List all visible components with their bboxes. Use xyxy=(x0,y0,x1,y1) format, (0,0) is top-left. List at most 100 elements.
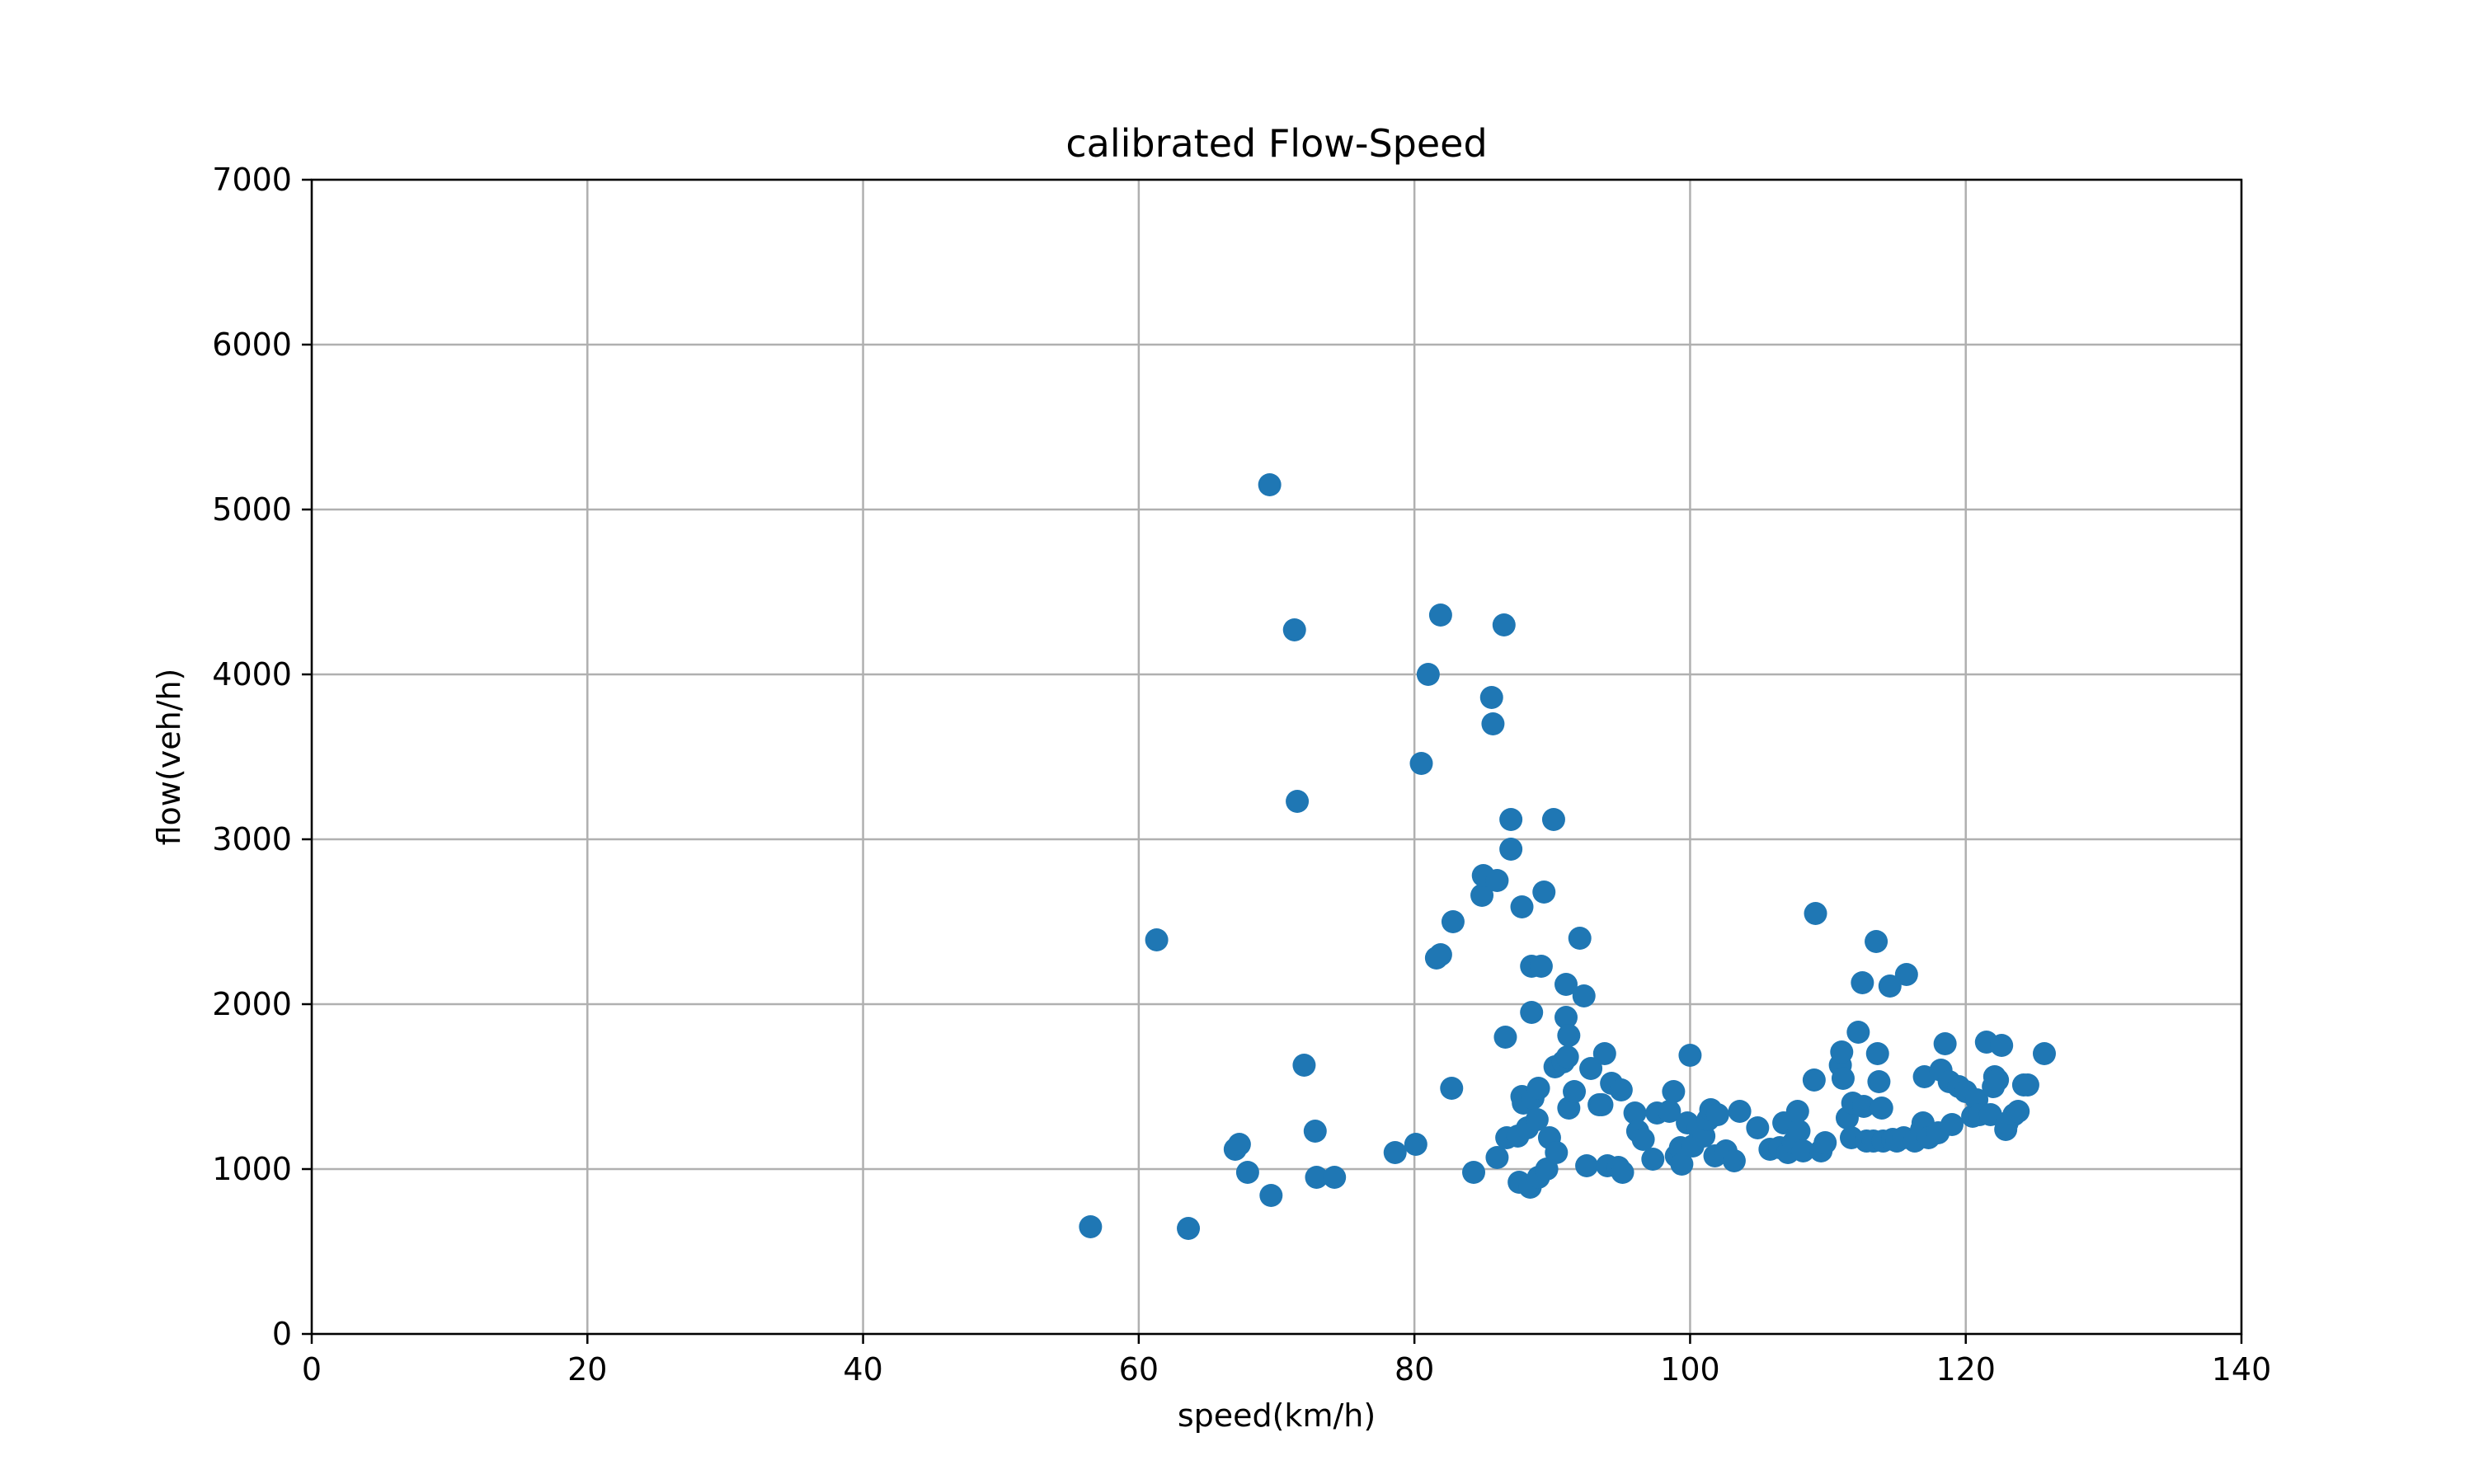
data-point xyxy=(1292,1054,1316,1077)
data-point xyxy=(1323,1166,1347,1189)
data-point xyxy=(1499,808,1523,831)
data-point xyxy=(1282,618,1306,641)
data-point xyxy=(1416,663,1440,686)
y-tick-label: 3000 xyxy=(212,821,292,857)
x-tick-label: 0 xyxy=(302,1351,322,1388)
y-tick-label: 4000 xyxy=(212,656,292,693)
data-point xyxy=(1485,1146,1509,1169)
data-point xyxy=(2032,1042,2056,1065)
data-point xyxy=(1557,1024,1581,1047)
data-points xyxy=(1079,473,2056,1240)
data-point xyxy=(1662,1080,1686,1103)
y-tick-label: 2000 xyxy=(212,986,292,1022)
data-point xyxy=(1728,1100,1752,1123)
data-point xyxy=(1145,928,1169,951)
data-point xyxy=(1865,930,1888,953)
data-point xyxy=(1804,902,1827,925)
data-point xyxy=(1428,943,1452,966)
data-point xyxy=(1933,1032,1957,1055)
data-point xyxy=(1870,1097,1893,1120)
y-tick-label: 1000 xyxy=(212,1151,292,1187)
grid-lines xyxy=(310,178,2243,1336)
data-point xyxy=(1499,838,1523,861)
data-point xyxy=(1235,1161,1259,1184)
data-point xyxy=(1227,1133,1251,1156)
data-point xyxy=(1592,1042,1616,1065)
data-point xyxy=(1851,971,1874,994)
data-point xyxy=(1990,1034,2014,1057)
data-point xyxy=(1575,1154,1599,1177)
data-point xyxy=(1831,1067,1855,1090)
data-point xyxy=(1510,895,1534,918)
data-point xyxy=(1305,1166,1329,1189)
data-point xyxy=(1609,1078,1633,1101)
y-tick-label: 7000 xyxy=(212,162,292,198)
data-point xyxy=(1802,1068,1826,1092)
data-point xyxy=(1177,1217,1201,1240)
data-point xyxy=(1481,712,1505,735)
chart-title: calibrated Flow-Speed xyxy=(1065,121,1487,166)
x-tick-label: 80 xyxy=(1395,1351,1434,1388)
data-point xyxy=(1440,1077,1464,1100)
data-point xyxy=(1404,1133,1427,1156)
data-point xyxy=(1554,1006,1578,1029)
data-point xyxy=(1865,1042,1889,1065)
data-point xyxy=(2006,1100,2030,1123)
data-point xyxy=(1940,1113,1964,1136)
data-point xyxy=(1383,1141,1407,1164)
data-point xyxy=(1479,686,1503,709)
data-point xyxy=(1611,1161,1634,1184)
y-axis-label: flow(veh/h) xyxy=(151,669,187,846)
data-point xyxy=(1079,1215,1103,1238)
x-tick-label: 60 xyxy=(1119,1351,1159,1388)
data-point xyxy=(1986,1068,2010,1092)
data-point xyxy=(1563,1080,1587,1103)
data-point xyxy=(1409,752,1433,775)
data-point xyxy=(1852,1095,1876,1118)
data-point xyxy=(1545,1141,1569,1164)
data-point xyxy=(1878,974,1902,998)
data-point xyxy=(1722,1149,1746,1172)
data-point xyxy=(1641,1148,1665,1171)
data-point xyxy=(1791,1139,1815,1162)
data-point xyxy=(1525,1108,1549,1131)
data-point xyxy=(1705,1103,1729,1126)
x-tick-label: 120 xyxy=(1935,1351,1996,1388)
x-tick-label: 40 xyxy=(843,1351,882,1388)
data-point xyxy=(1259,1184,1283,1207)
data-point xyxy=(1541,808,1565,831)
x-tick-label: 140 xyxy=(2212,1351,2272,1388)
data-point xyxy=(1785,1100,1809,1123)
axis-ticks: 0 20 40 60 80 100 120 140 0 1000 2000 3000 4000 5000 6… xyxy=(212,162,2271,1388)
data-point xyxy=(1568,927,1592,950)
data-point xyxy=(1286,790,1310,813)
data-point xyxy=(1670,1153,1694,1176)
data-point xyxy=(1867,1070,1891,1093)
y-tick-label: 6000 xyxy=(212,326,292,363)
data-point xyxy=(1520,1001,1544,1024)
data-point xyxy=(1590,1093,1614,1116)
data-point xyxy=(1493,1026,1517,1049)
data-point xyxy=(1555,1045,1579,1068)
data-point xyxy=(1894,963,1918,986)
data-point xyxy=(1631,1128,1655,1151)
y-tick-label: 5000 xyxy=(212,491,292,528)
data-point xyxy=(1470,884,1494,907)
data-point xyxy=(1526,1077,1550,1100)
data-point xyxy=(1462,1161,1486,1184)
data-point xyxy=(1846,1021,1870,1044)
data-point xyxy=(1813,1131,1837,1154)
data-point xyxy=(1787,1120,1811,1143)
data-point xyxy=(1303,1120,1327,1143)
data-point xyxy=(1428,603,1452,627)
data-point xyxy=(1529,955,1553,978)
data-point xyxy=(1746,1116,1770,1139)
data-point xyxy=(1492,613,1516,636)
data-point xyxy=(1623,1101,1647,1125)
x-tick-label: 100 xyxy=(1660,1351,1720,1388)
data-point xyxy=(1532,881,1556,904)
data-point xyxy=(1579,1057,1603,1080)
data-point xyxy=(1554,973,1578,996)
